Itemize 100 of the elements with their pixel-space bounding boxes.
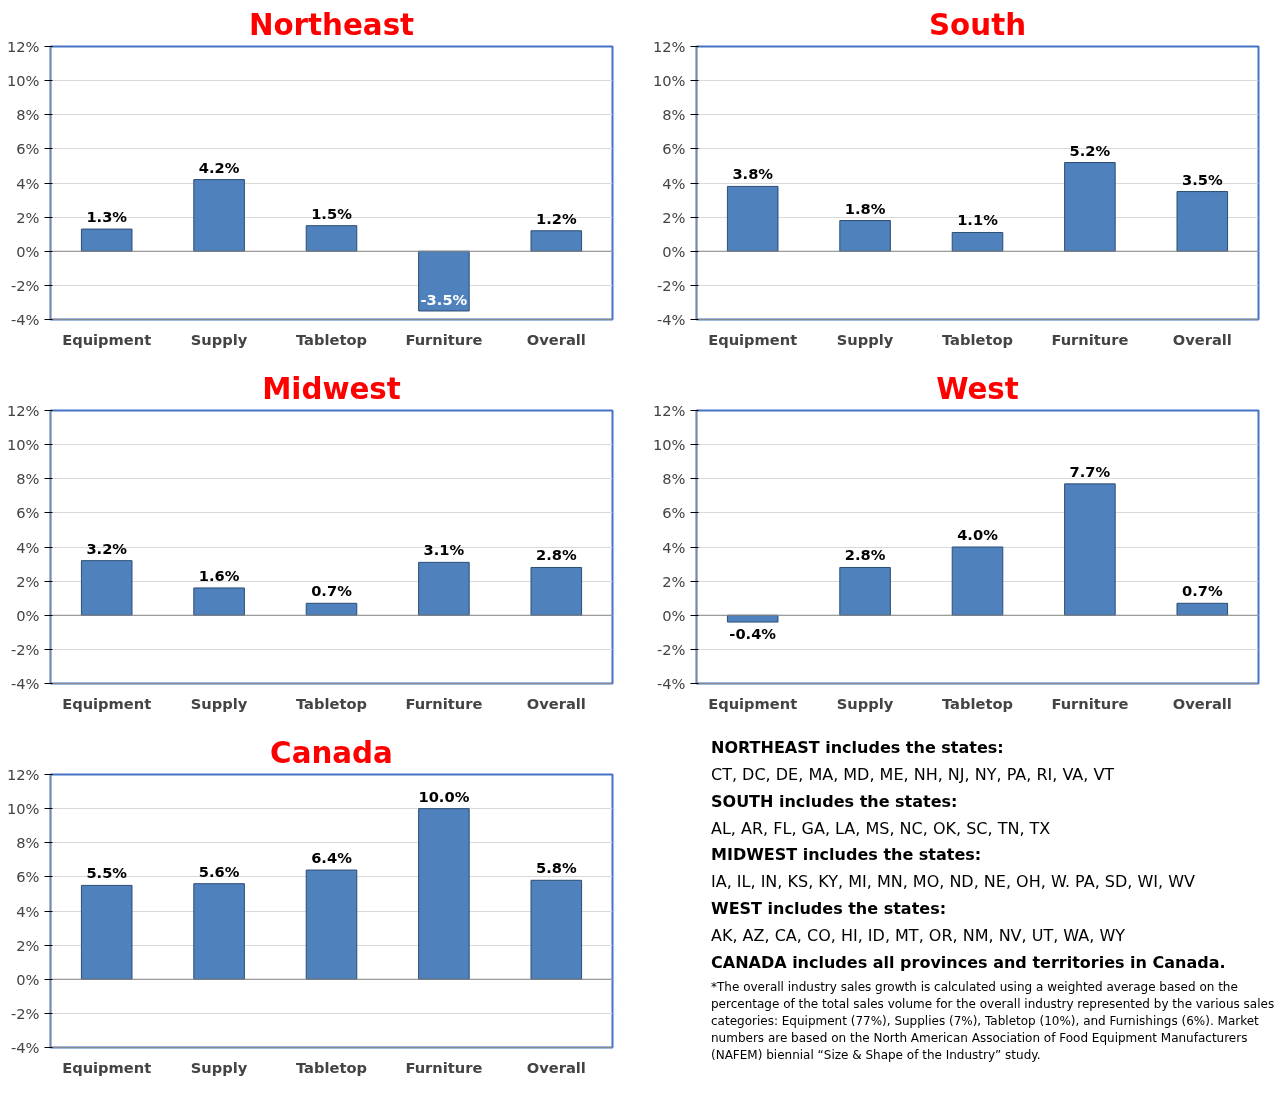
y-tick-label: 8% [662,106,686,124]
data-label: 1.8% [844,199,886,217]
chart-title: Northeast [248,7,415,42]
x-tick-label: Furniture [1051,330,1129,348]
y-tick-label: 2% [16,572,40,590]
bar [80,560,133,616]
data-label: 5.5% [86,864,128,882]
y-tick-label: 4% [16,538,40,556]
y-tick-label: 6% [16,504,40,522]
x-tick-label: Equipment [62,1058,152,1076]
bar [1176,191,1229,252]
bar [1064,162,1116,252]
data-label: 6.4% [311,849,353,867]
text: AL, AR, FL, GA, LA, MS, NC, OK, SC, TN, TX [711,817,1052,840]
x-tick-label: Tabletop [941,330,1014,348]
y-tick-label: 0% [16,970,40,988]
data-label: 2.8% [844,546,886,564]
bar [305,869,358,980]
y-tick-label: -4% [10,675,40,692]
bar [530,566,583,616]
chart-title: Midwest [262,371,401,406]
y-tick-label: -4% [10,311,40,328]
text: NORTHEAST includes the states: [711,737,1005,759]
bar [418,250,470,312]
data-label: -3.5% [420,290,468,308]
bar [193,587,245,616]
data-label: 4.2% [198,158,240,176]
x-tick-label: Furniture [405,1058,483,1076]
x-tick-label: Overall [526,1058,586,1076]
text: CANADA includes all provinces and territories in Canada. [711,951,1227,974]
y-tick-label: -2% [10,276,40,294]
x-tick-label: Overall [526,694,586,712]
bar [418,808,470,980]
text: CT, DC, DE, MA, MD, ME, NH, NJ, NY, PA, RI, VA, VT [711,763,1116,786]
bar [305,225,358,252]
x-tick-label: Furniture [405,330,483,348]
x-tick-label: Tabletop [295,694,368,712]
y-tick-label: 8% [16,106,40,124]
y-tick-label: 2% [662,208,686,226]
data-label: 0.7% [311,582,353,600]
y-tick-label: 6% [662,504,686,522]
y-tick-label: -2% [656,276,686,294]
bar [726,614,779,623]
chart-title: South [928,7,1027,42]
text: *The overall industry sales growth is calculated using a weighted average based on the percentage of the total sales volume for the overall industry represented by the various sales categories: Equipment (77%), Supplies (7%), Tabletop (10%), and Furnishings (6%). Market numbers are based on the North American Association of Food Equipment Manufacturers (NAFEM) biennial “Size & Shape of the Industry” study. [711,978,1276,1065]
bar [305,602,358,616]
x-tick-label: Equipment [708,694,798,712]
y-tick-label: 12% [652,38,686,55]
chart-title: Canada [270,735,393,770]
y-tick-label: 10% [6,800,40,818]
x-tick-label: Furniture [405,694,483,712]
bar [1064,483,1116,616]
y-tick-label: 10% [6,436,40,454]
y-tick-label: -4% [656,311,686,328]
y-tick-label: 6% [16,140,40,158]
data-label: 1.1% [957,211,999,229]
y-tick-label: -4% [10,1039,40,1056]
data-label: 1.6% [198,566,240,584]
x-tick-label: Tabletop [941,694,1014,712]
x-tick-label: Supply [190,1058,248,1076]
x-tick-label: Equipment [62,330,152,348]
data-label: 2.8% [535,546,577,564]
x-tick-label: Supply [836,694,894,712]
bar [80,884,133,980]
data-label: 5.2% [1069,141,1111,159]
bar [951,546,1004,616]
y-tick-label: 6% [16,868,40,886]
y-tick-label: 8% [662,470,686,488]
data-label: -0.4% [729,625,777,643]
y-tick-label: 0% [16,606,40,624]
y-tick-label: 10% [6,72,40,90]
y-tick-label: 4% [662,174,686,192]
text: AK, AZ, CA, CO, HI, ID, MT, OR, NM, NV, UT, WA, WY [711,924,1127,947]
x-tick-label: Furniture [1051,694,1129,712]
data-label: 1.5% [311,204,353,222]
x-tick-label: Tabletop [295,1058,368,1076]
x-tick-label: Supply [836,330,894,348]
y-tick-label: 2% [16,936,40,954]
bar [1176,602,1229,616]
bar [951,231,1004,252]
x-tick-label: Equipment [62,694,152,712]
x-tick-label: Overall [526,330,586,348]
y-tick-label: 10% [652,436,686,454]
y-tick-label: 4% [662,538,686,556]
y-tick-label: 10% [652,72,686,90]
bar [80,228,133,252]
bar [530,230,583,252]
y-tick-label: 4% [16,174,40,192]
y-tick-label: 0% [16,242,40,260]
x-tick-label: Overall [1172,694,1232,712]
data-label: 1.3% [86,208,128,226]
bar [839,566,891,616]
bar [839,220,891,252]
x-tick-label: Overall [1172,330,1232,348]
text: MIDWEST includes the states: [711,844,983,867]
bar [726,185,779,252]
y-tick-label: 12% [6,402,40,419]
data-label: 3.2% [86,539,128,557]
y-tick-label: -2% [10,640,40,658]
data-label: 3.1% [423,541,465,559]
